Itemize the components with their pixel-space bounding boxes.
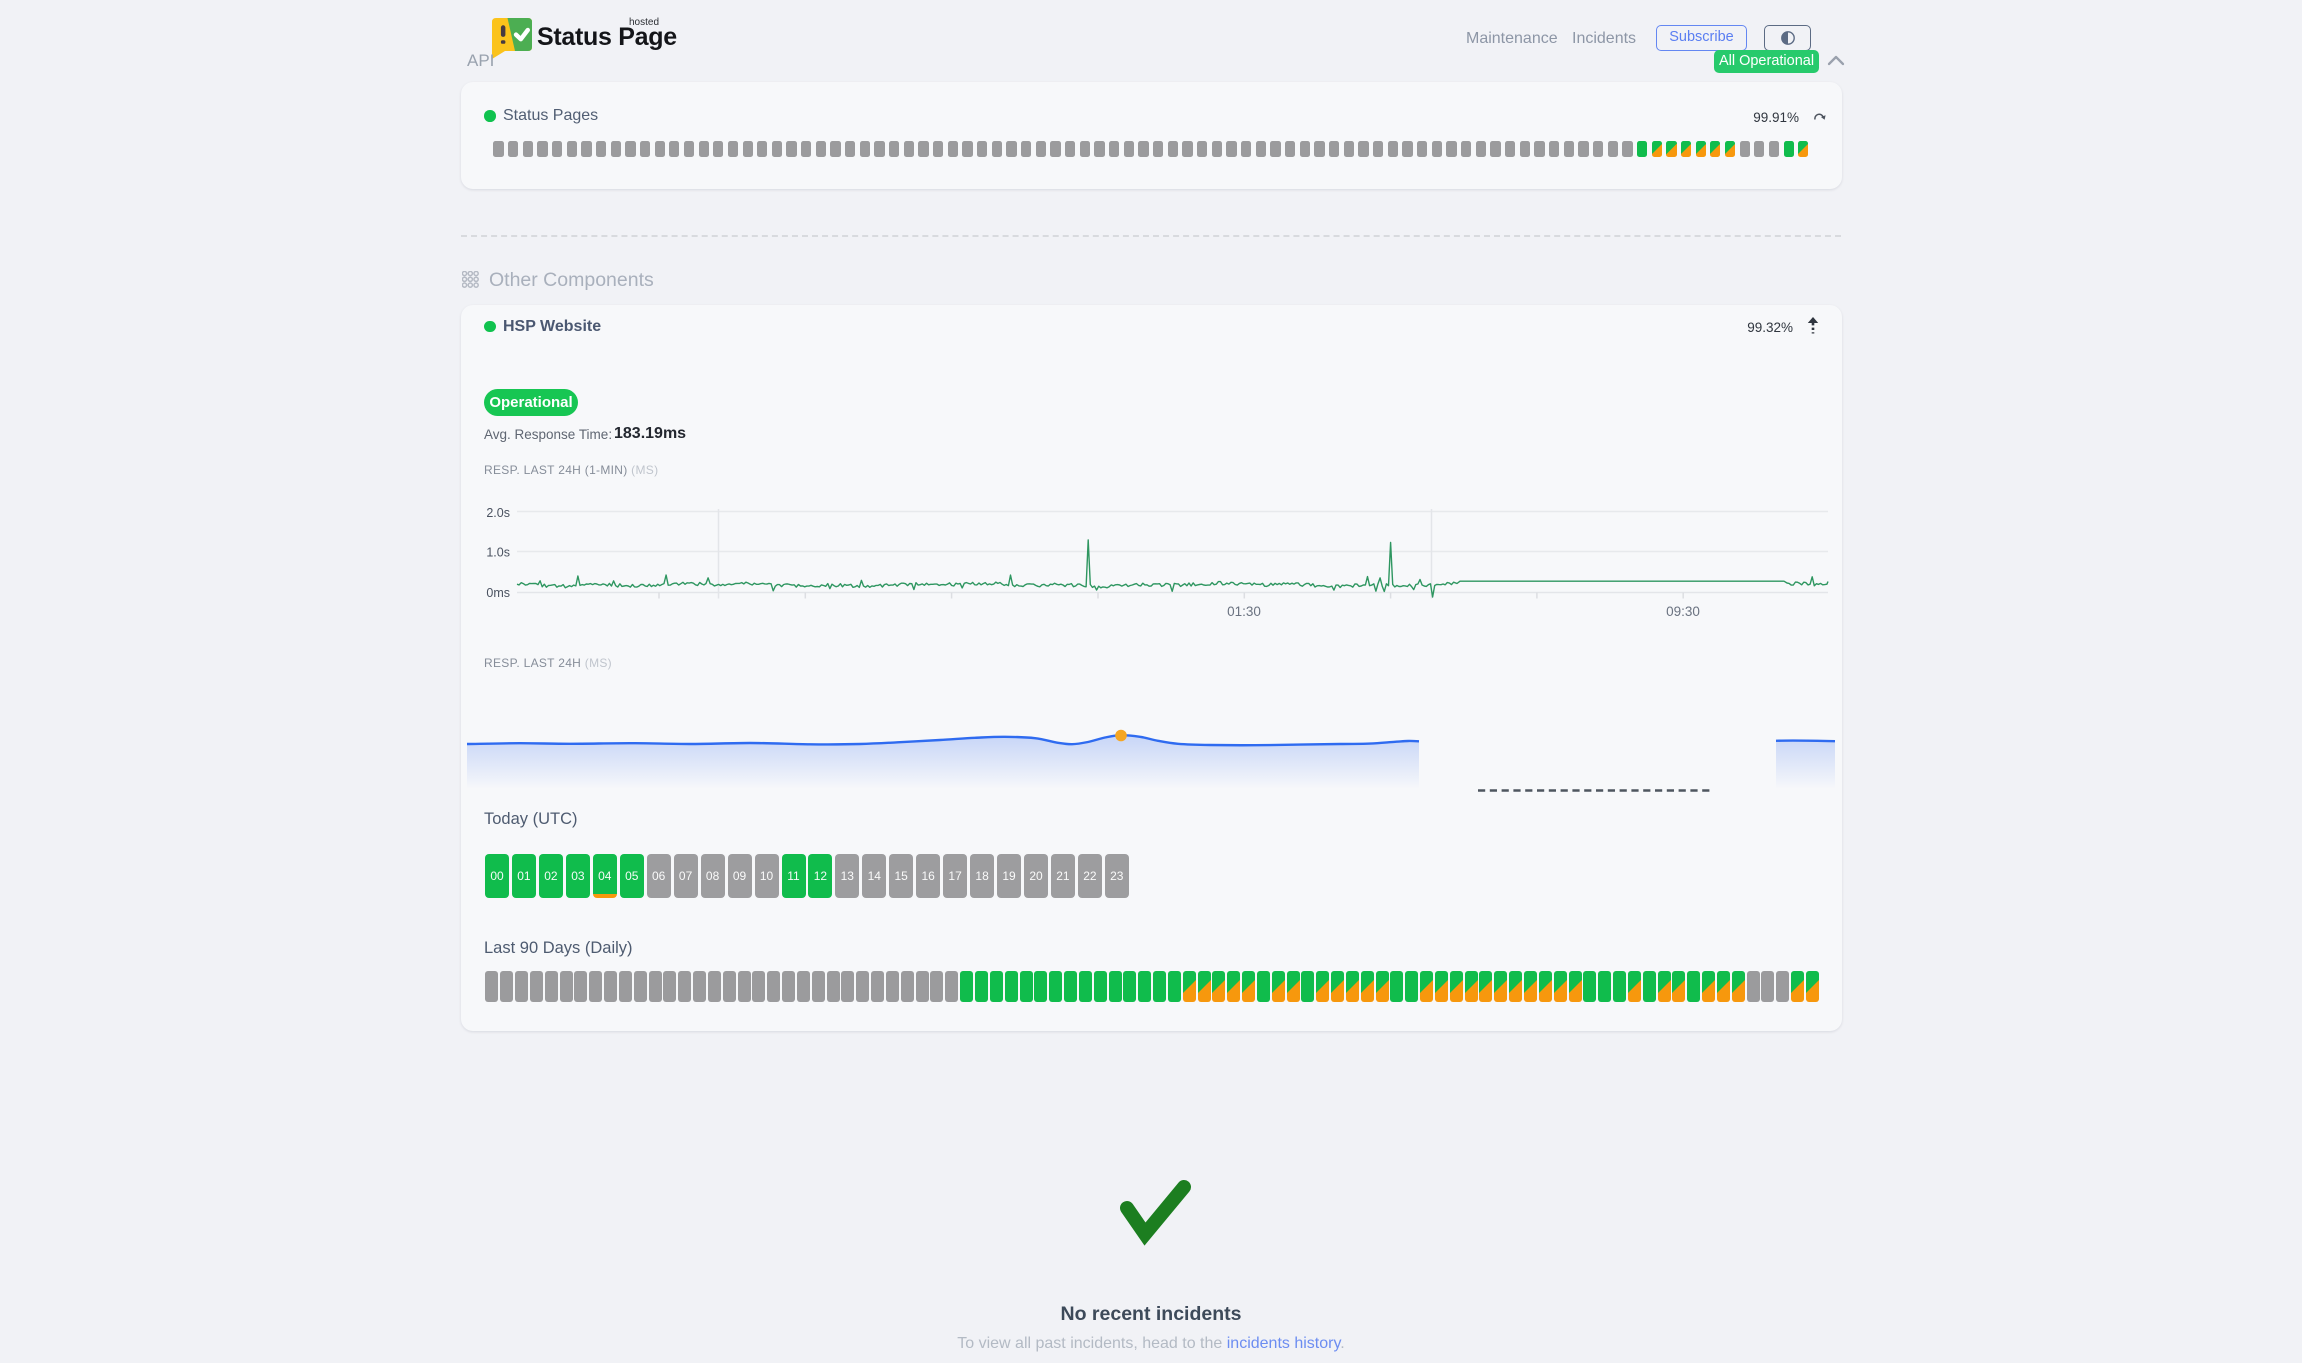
svg-text:01:30: 01:30	[1227, 604, 1261, 619]
svg-text:09:30: 09:30	[1666, 604, 1700, 619]
svg-text:1.0s: 1.0s	[486, 546, 510, 560]
svg-text:0ms: 0ms	[486, 586, 510, 600]
svg-text:2.0s: 2.0s	[486, 506, 510, 520]
